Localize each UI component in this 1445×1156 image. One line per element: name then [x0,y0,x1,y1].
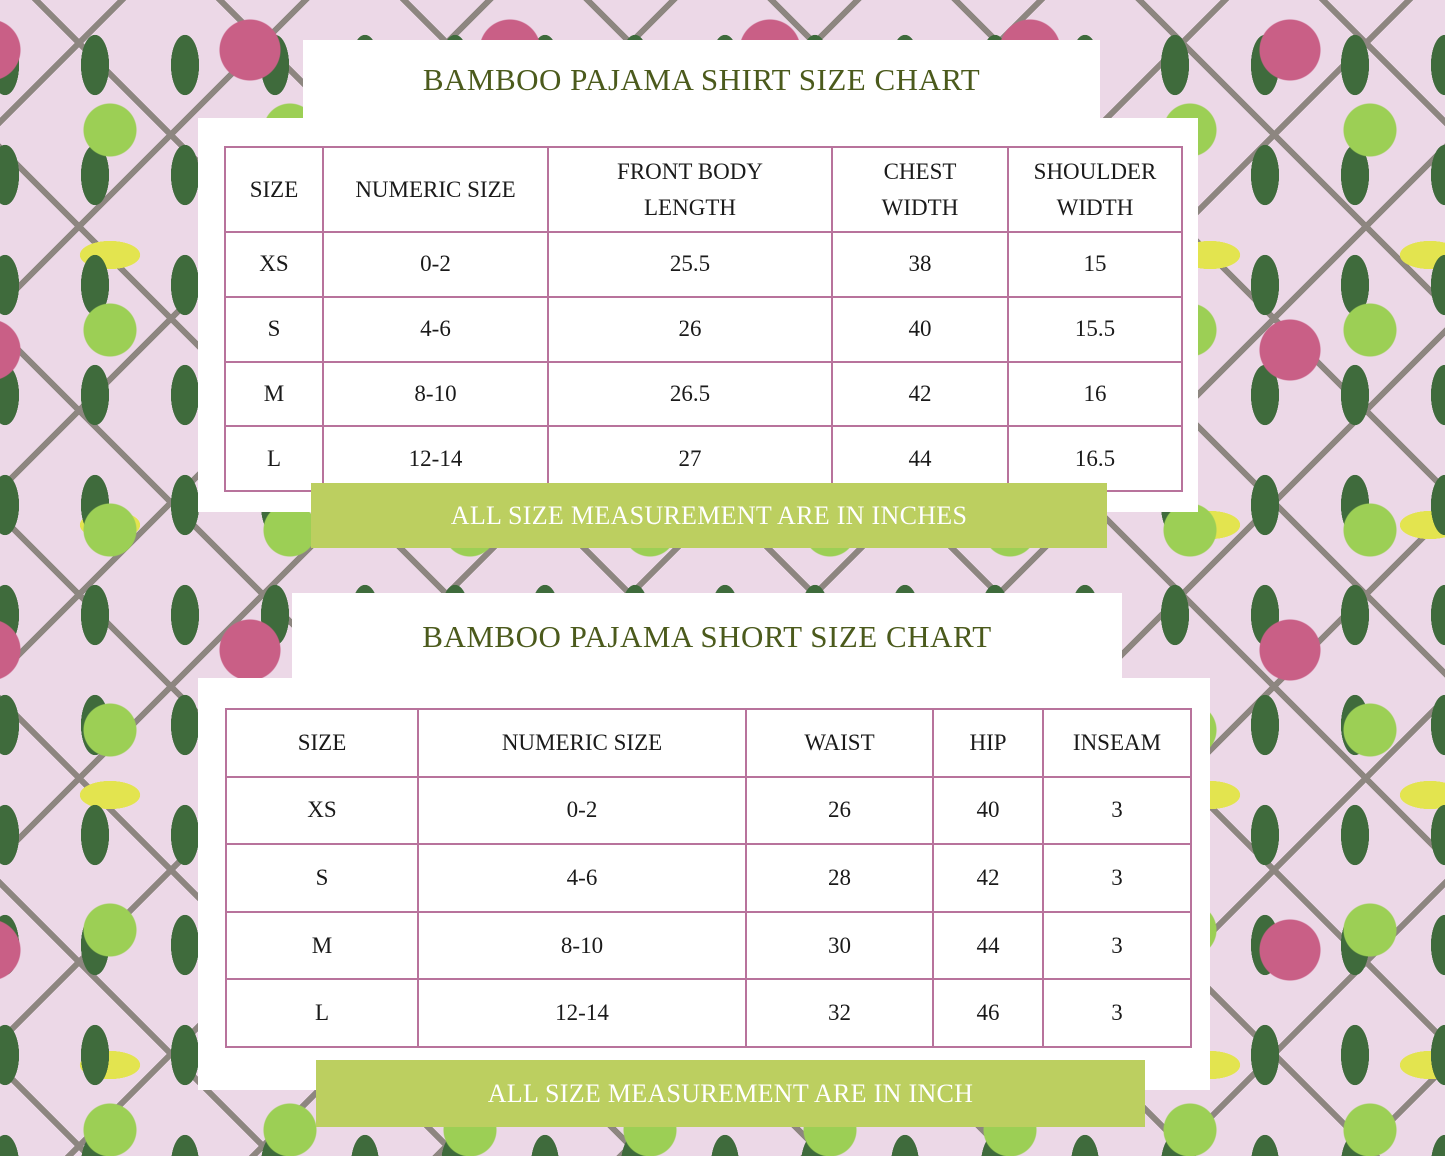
cell: 26.5 [547,360,833,428]
cell: S [225,843,419,913]
cell: 26 [745,775,934,846]
cell: 40 [831,295,1009,363]
cell: 28 [745,843,934,913]
cell: 42 [831,360,1009,428]
table-row: XS 0-2 26 40 3 [225,775,1192,846]
cell: 44 [932,910,1044,981]
cell: 16 [1007,360,1183,428]
table-row: S 4-6 28 42 3 [225,843,1192,913]
cell: 12-14 [322,425,549,492]
cell: 3 [1042,978,1192,1048]
cell: L [224,425,324,492]
header-cell: FRONT BODY LENGTH [547,146,833,233]
header-cell: INSEAM [1042,708,1192,778]
cell: 3 [1042,775,1192,846]
short-units-note: ALL SIZE MEASUREMENT ARE IN INCH [316,1060,1145,1127]
shirt-size-table: SIZE NUMERIC SIZE FRONT BODY LENGTH CHES… [224,146,1183,492]
table-row: M 8-10 30 44 3 [225,910,1192,981]
cell: 3 [1042,843,1192,913]
shirt-units-note: ALL SIZE MEASUREMENT ARE IN INCHES [311,483,1107,548]
table-row: L 12-14 32 46 3 [225,978,1192,1048]
cell: 0-2 [322,231,549,298]
cell: 0-2 [417,775,747,846]
header-cell: SIZE [225,708,419,778]
header-cell: SHOULDER WIDTH [1007,146,1183,233]
cell: 26 [547,295,833,363]
cell: 8-10 [322,360,549,428]
header-cell: NUMERIC SIZE [322,146,549,233]
header-cell: SIZE [224,146,324,233]
cell: 46 [932,978,1044,1048]
short-chart-title: BAMBOO PAJAMA SHORT SIZE CHART [292,593,1122,680]
cell: M [225,910,419,981]
cell: 16.5 [1007,425,1183,492]
cell: 42 [932,843,1044,913]
cell: M [224,360,324,428]
cell: 12-14 [417,978,747,1048]
table-row: S 4-6 26 40 15.5 [224,295,1183,363]
table-row: XS 0-2 25.5 38 15 [224,231,1183,298]
cell: 4-6 [417,843,747,913]
cell: 27 [547,425,833,492]
header-cell: WAIST [745,708,934,778]
cell: S [224,295,324,363]
table-header-row: SIZE NUMERIC SIZE FRONT BODY LENGTH CHES… [224,146,1183,233]
short-size-table: SIZE NUMERIC SIZE WAIST HIP INSEAM XS 0-2… [225,708,1192,1048]
cell: 4-6 [322,295,549,363]
table-row: L 12-14 27 44 16.5 [224,425,1183,492]
cell: 30 [745,910,934,981]
cell: 8-10 [417,910,747,981]
header-cell: CHEST WIDTH [831,146,1009,233]
header-cell: NUMERIC SIZE [417,708,747,778]
cell: 38 [831,231,1009,298]
table-row: M 8-10 26.5 42 16 [224,360,1183,428]
table-header-row: SIZE NUMERIC SIZE WAIST HIP INSEAM [225,708,1192,778]
cell: L [225,978,419,1048]
cell: 3 [1042,910,1192,981]
shirt-chart-title: BAMBOO PAJAMA SHIRT SIZE CHART [303,40,1100,120]
cell: 15 [1007,231,1183,298]
cell: 44 [831,425,1009,492]
cell: XS [225,775,419,846]
cell: 40 [932,775,1044,846]
cell: 15.5 [1007,295,1183,363]
cell: XS [224,231,324,298]
cell: 25.5 [547,231,833,298]
header-cell: HIP [932,708,1044,778]
cell: 32 [745,978,934,1048]
